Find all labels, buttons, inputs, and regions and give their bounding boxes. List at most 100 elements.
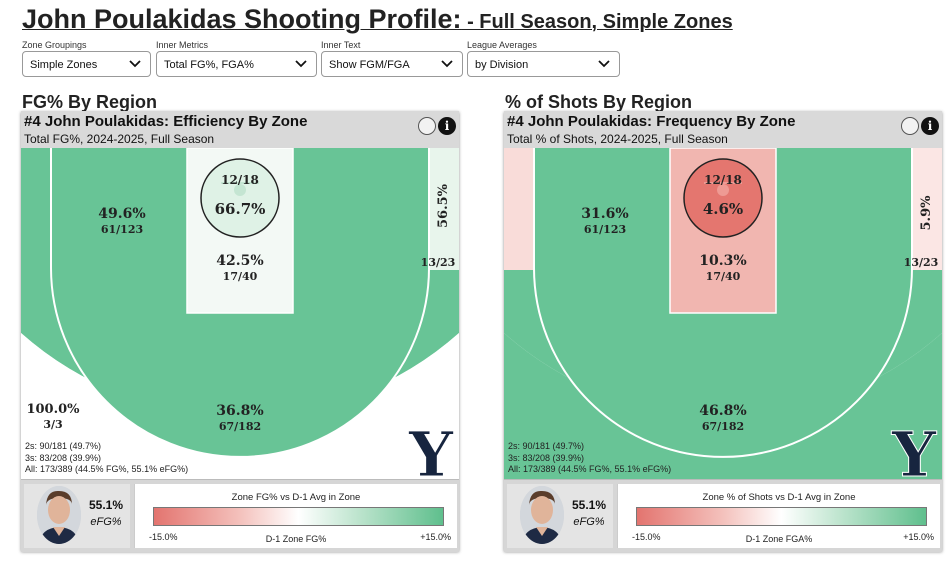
panel-footer: 55.1% eFG% Zone FG% vs D-1 Avg in Zone -… — [21, 479, 459, 552]
legend-gradient — [636, 507, 927, 526]
inner-text-control: Inner Text Show FGM/FGA — [321, 39, 463, 77]
page-title-main: John Poulakidas Shooting Profile: — [22, 4, 462, 34]
shot-stats: 2s: 90/181 (49.7%) 3s: 83/208 (39.9%) Al… — [508, 441, 671, 476]
shot-stats: 2s: 90/181 (49.7%) 3s: 83/208 (39.9%) Al… — [25, 441, 188, 476]
inner-text-select[interactable]: Show FGM/FGA — [321, 51, 463, 77]
legend-title: Zone % of Shots vs D-1 Avg in Zone — [702, 492, 856, 503]
legend-min: -15.0% — [632, 532, 661, 542]
efg-label: eFG% — [90, 516, 122, 528]
right-corner-pct: 56.5% — [436, 183, 451, 228]
three-zone[interactable] — [504, 333, 942, 479]
stats-2s: 2s: 90/181 (49.7%) — [508, 441, 585, 451]
paint-pct: 10.3% — [699, 253, 746, 269]
shot-chart-court: 12/18 4.6% 10.3% 17/40 31.6% 61/123 5.9%… — [504, 148, 942, 479]
rim-zone[interactable] — [200, 158, 280, 238]
efficiency-panel: #4 John Poulakidas: Efficiency By Zone T… — [21, 111, 459, 552]
byu-logo: Y — [891, 418, 937, 479]
zone-groupings-value: Simple Zones — [30, 59, 98, 71]
legend-max: +15.0% — [420, 532, 451, 542]
chevron-down-icon — [295, 52, 307, 68]
inner-metrics-value: Total FG%, FGA% — [164, 59, 254, 71]
league-averages-value: by Division — [475, 59, 529, 71]
left-corner-frac: 3/3 — [43, 418, 62, 431]
chevron-down-icon — [129, 52, 141, 68]
league-averages-select[interactable]: by Division — [467, 51, 620, 77]
inner-metrics-control: Inner Metrics Total FG%, FGA% — [156, 39, 317, 77]
panel-footer: 55.1% eFG% Zone % of Shots vs D-1 Avg in… — [504, 479, 942, 552]
rim-zone[interactable] — [683, 158, 763, 238]
stats-2s: 2s: 90/181 (49.7%) — [25, 441, 102, 451]
legend-title: Zone FG% vs D-1 Avg in Zone — [231, 492, 361, 503]
panel-subtitle: Total % of Shots, 2024-2025, Full Season — [507, 132, 728, 146]
left-corner-pct: 100.0% — [26, 402, 80, 417]
stats-all: All: 173/389 (44.5% FG%, 55.1% eFG%) — [25, 464, 189, 474]
three-pct: 46.8% — [699, 403, 746, 419]
circle-toggle-icon[interactable] — [901, 117, 919, 135]
zone-groupings-label: Zone Groupings — [22, 40, 87, 50]
zone-groupings-control: Zone Groupings Simple Zones — [22, 39, 151, 77]
midrange-frac: 61/123 — [101, 223, 143, 236]
panel-header: #4 John Poulakidas: Frequency By Zone To… — [504, 111, 942, 148]
efg-value: 55.1% — [88, 498, 124, 512]
rim-frac: 12/18 — [221, 173, 259, 187]
shots-by-region-title: % of Shots By Region — [505, 92, 693, 112]
midrange-pct: 31.6% — [581, 206, 628, 222]
midrange-pct: 49.6% — [98, 206, 145, 222]
paint-pct: 42.5% — [216, 253, 263, 269]
inner-text-value: Show FGM/FGA — [329, 59, 410, 71]
rim-frac: 12/18 — [704, 173, 742, 187]
legend: Zone % of Shots vs D-1 Avg in Zone -15.0… — [617, 484, 940, 548]
paint-frac: 17/40 — [706, 270, 741, 283]
panel-subtitle: Total FG%, 2024-2025, Full Season — [24, 132, 215, 146]
panel-title: #4 John Poulakidas: Frequency By Zone — [507, 113, 796, 130]
fg-by-region-title: FG% By Region — [22, 92, 158, 112]
inner-metrics-label: Inner Metrics — [156, 40, 209, 50]
right-corner-zone[interactable] — [912, 148, 942, 270]
page-title-sub: - Full Season, Simple Zones — [461, 11, 733, 33]
three-frac: 67/182 — [219, 420, 261, 433]
chevron-down-icon — [598, 52, 610, 68]
byu-logo: Y — [408, 418, 454, 479]
right-corner-pct: 5.9% — [919, 195, 934, 231]
left-corner-zone[interactable] — [504, 148, 534, 270]
player-card: 55.1% eFG% — [24, 484, 130, 548]
rim-pct: 66.7% — [215, 200, 266, 218]
player-card: 55.1% eFG% — [507, 484, 613, 548]
efg-value: 55.1% — [571, 498, 607, 512]
three-frac: 67/182 — [702, 420, 744, 433]
efg-label: eFG% — [573, 516, 605, 528]
inner-text-label: Inner Text — [321, 40, 361, 50]
paint-frac: 17/40 — [223, 270, 258, 283]
legend-max: +15.0% — [903, 532, 934, 542]
league-averages-control: League Averages by Division — [467, 39, 620, 77]
right-corner-frac: 13/23 — [904, 256, 939, 269]
stats-3s: 3s: 83/208 (39.9%) — [25, 452, 102, 463]
midrange-frac: 61/123 — [584, 223, 626, 236]
legend: Zone FG% vs D-1 Avg in Zone -15.0% D-1 Z… — [134, 484, 457, 548]
chevron-down-icon — [441, 52, 453, 68]
info-icon[interactable]: i — [438, 117, 456, 135]
stats-all: All: 173/389 (44.5% FG%, 55.1% eFG%) — [508, 464, 672, 474]
panel-header: #4 John Poulakidas: Efficiency By Zone T… — [21, 111, 459, 148]
right-corner-frac: 13/23 — [421, 256, 456, 269]
player-avatar — [520, 486, 564, 544]
frequency-panel: #4 John Poulakidas: Frequency By Zone To… — [504, 111, 942, 552]
inner-metrics-select[interactable]: Total FG%, FGA% — [156, 51, 317, 77]
rim-pct: 4.6% — [703, 200, 743, 218]
player-avatar — [37, 486, 81, 544]
page-title: John Poulakidas Shooting Profile: - Full… — [22, 4, 733, 35]
legend-min: -15.0% — [149, 532, 178, 542]
shot-chart-court: 12/18 66.7% 42.5% 17/40 49.6% 61/123 56.… — [21, 148, 459, 479]
info-icon[interactable]: i — [921, 117, 939, 135]
league-averages-label: League Averages — [467, 40, 537, 50]
legend-gradient — [153, 507, 444, 526]
circle-toggle-icon[interactable] — [418, 117, 436, 135]
panel-title: #4 John Poulakidas: Efficiency By Zone — [24, 113, 308, 130]
left-corner-strip[interactable] — [21, 148, 51, 270]
zone-groupings-select[interactable]: Simple Zones — [22, 51, 151, 77]
three-pct: 36.8% — [216, 403, 263, 419]
legend-center: D-1 Zone FGA% — [745, 534, 813, 544]
right-corner-zone[interactable] — [429, 148, 459, 270]
legend-center: D-1 Zone FG% — [265, 534, 327, 544]
stats-3s: 3s: 83/208 (39.9%) — [508, 452, 585, 463]
